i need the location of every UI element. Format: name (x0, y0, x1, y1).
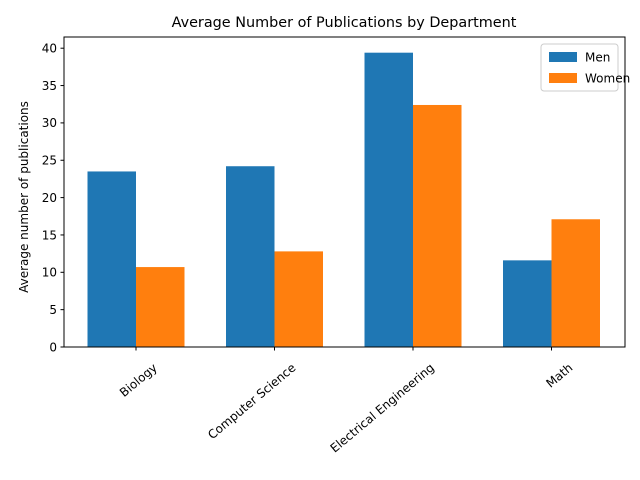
bars-layer (87, 52, 600, 348)
y-axis-label: Average number of publications (17, 101, 31, 293)
bar-men-math (503, 260, 552, 347)
y-tick-label: 10 (42, 266, 57, 280)
x-tick-label: Computer Science (205, 361, 298, 442)
bar-women-computer-science (274, 251, 323, 347)
y-tick-label: 25 (42, 154, 57, 168)
bar-men-electrical-engineering (364, 52, 413, 348)
y-tick-label: 0 (49, 340, 57, 354)
legend-swatch-women (549, 73, 577, 83)
y-tick-label: 40 (42, 42, 57, 56)
plot-frame (63, 36, 626, 348)
bar-women-math (551, 219, 600, 347)
legend-swatch-men (549, 52, 577, 62)
y-tick-label: 5 (49, 303, 57, 317)
x-axis: Biology Computer Science Electrical Engine… (117, 347, 575, 455)
x-tick-label: Math (543, 361, 575, 391)
bar-men-computer-science (226, 166, 275, 347)
bar-women-biology (136, 267, 185, 347)
y-axis: 0 5 10 15 20 25 30 35 40 (42, 42, 64, 354)
chart-title: Average Number of Publications by Depart… (172, 15, 517, 31)
y-tick-label: 20 (42, 191, 57, 205)
legend-label-women: Women (585, 72, 630, 86)
y-tick-label: 35 (42, 79, 57, 93)
x-tick-label: Electrical Engineering (328, 361, 437, 456)
legend-label-men: Men (585, 51, 610, 65)
legend: Men Women (540, 43, 630, 92)
y-tick-label: 30 (42, 116, 57, 130)
bar-women-electrical-engineering (413, 104, 462, 347)
bar-men-biology (87, 171, 136, 347)
y-tick-label: 15 (42, 228, 57, 242)
x-tick-label: Biology (117, 361, 160, 400)
